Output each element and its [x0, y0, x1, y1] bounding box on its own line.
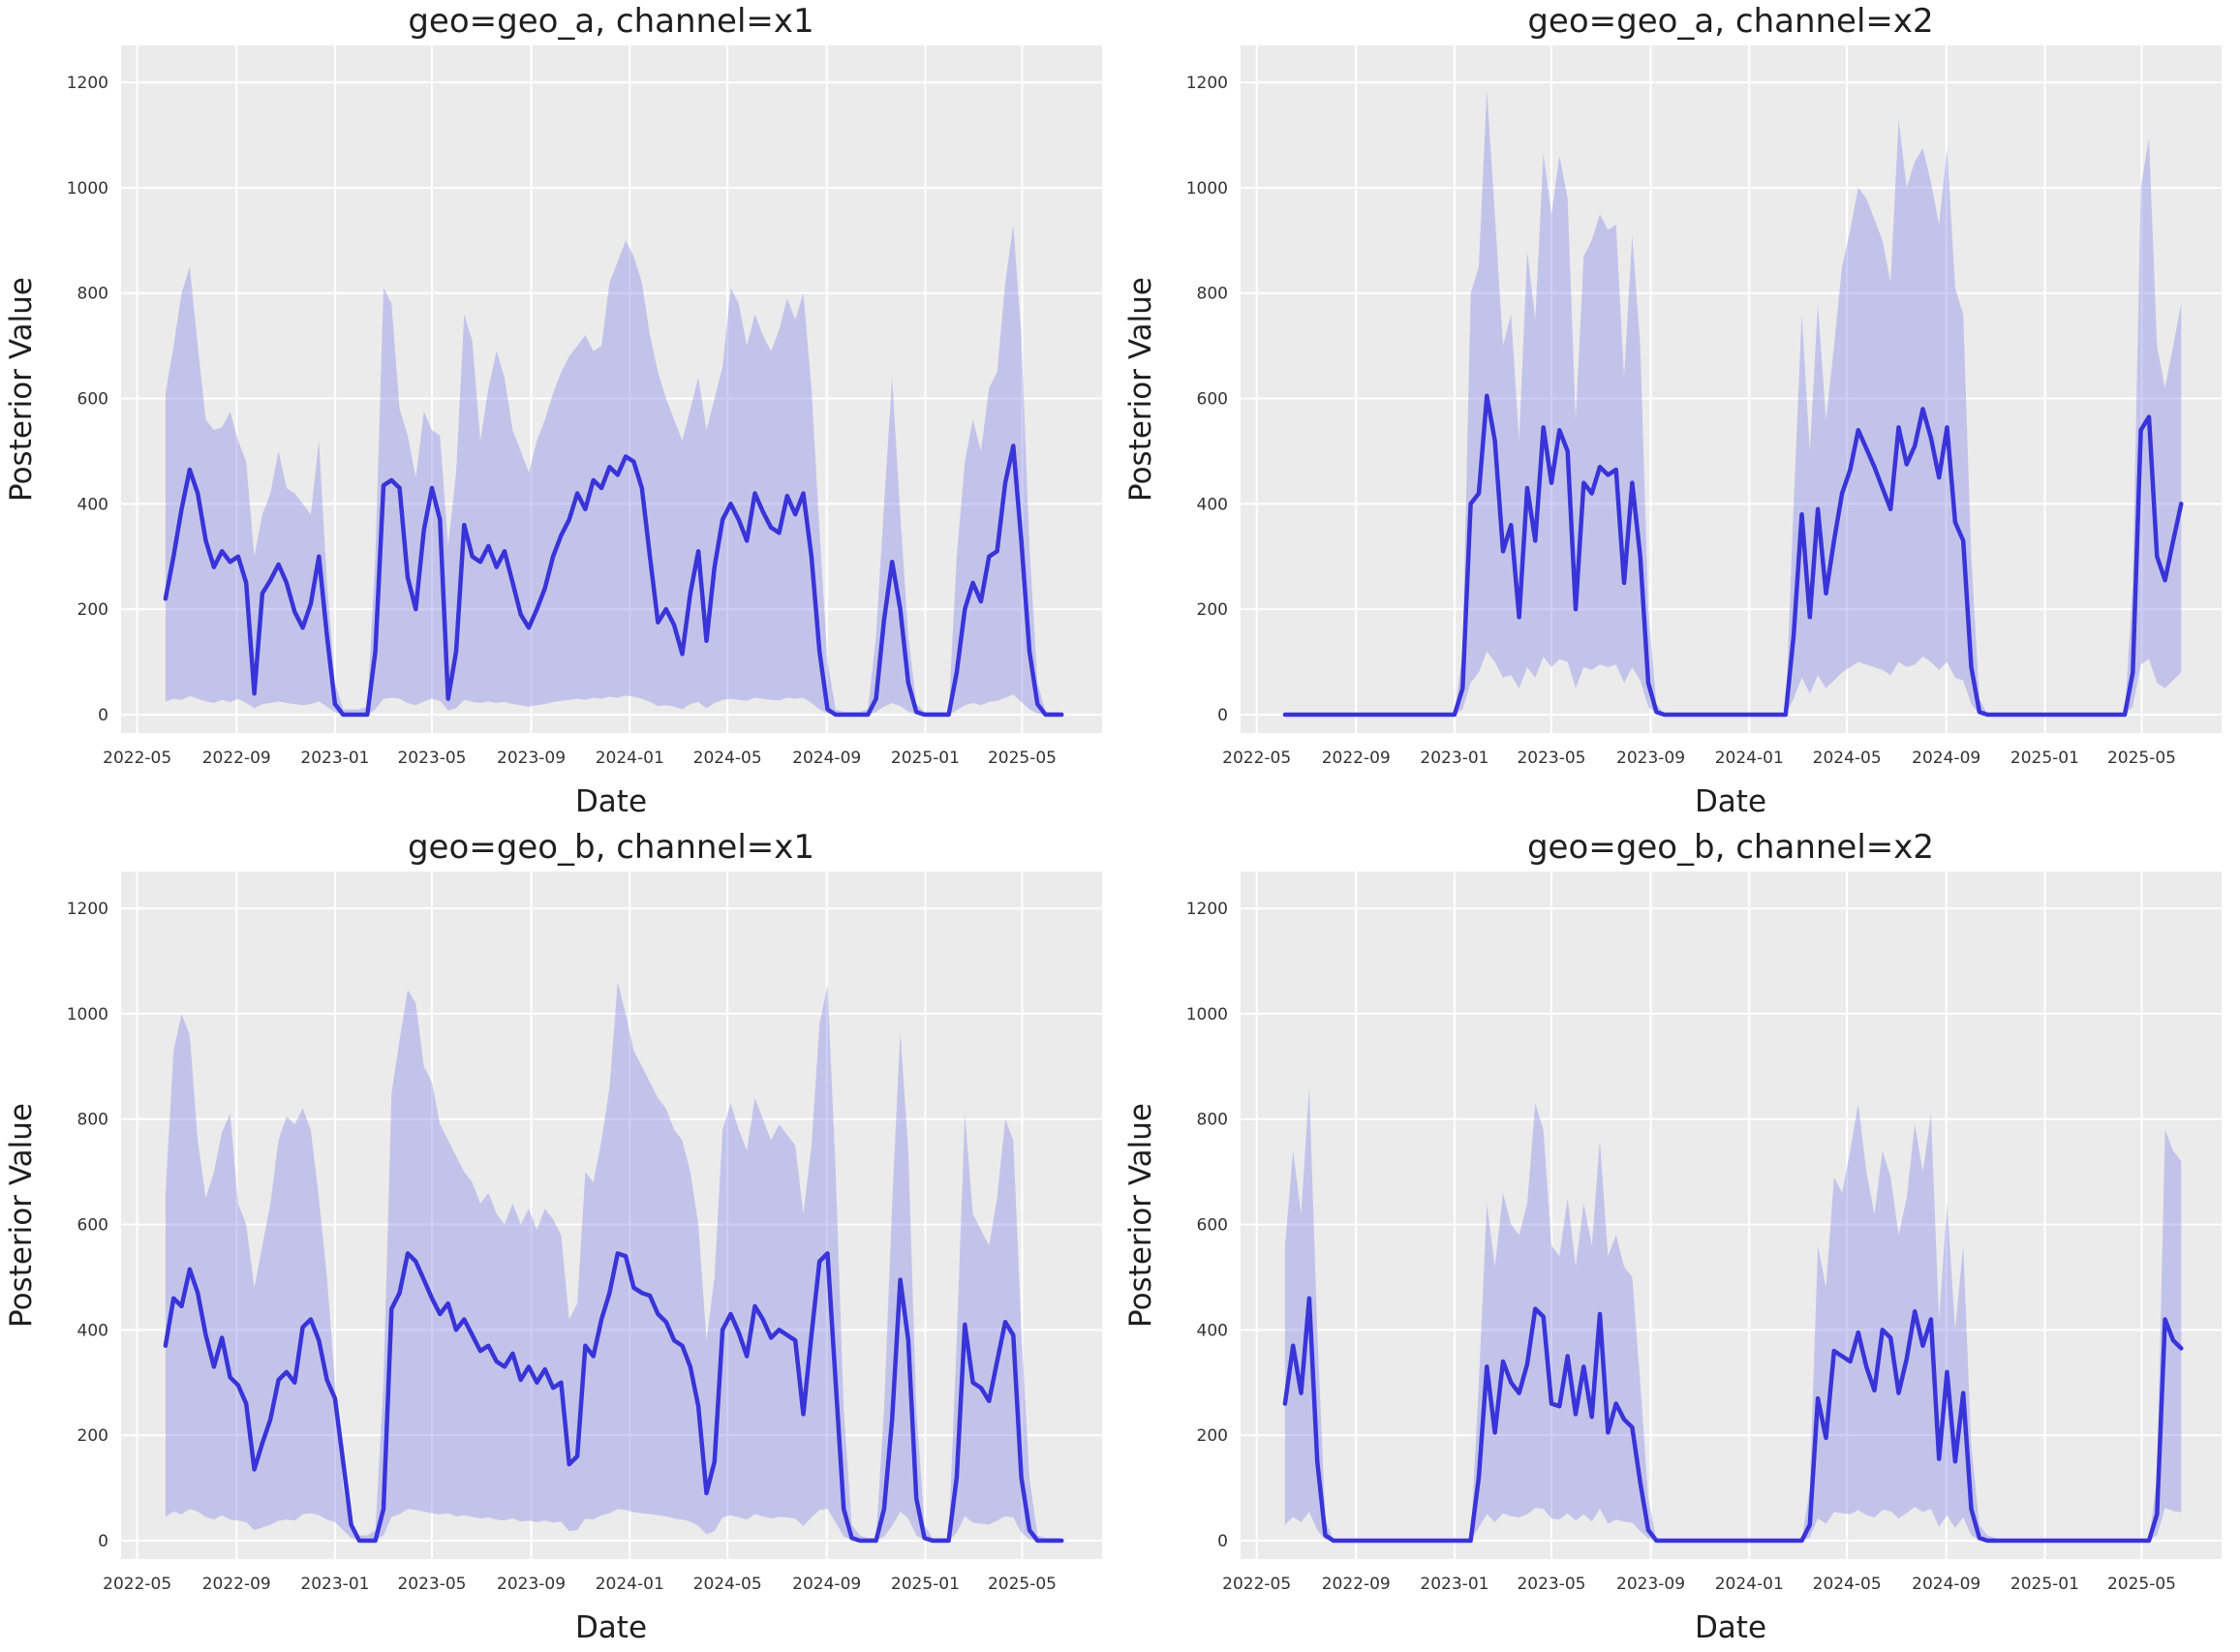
y-axis-label: Posterior Value: [4, 277, 39, 502]
y-tick-label: 1200: [67, 74, 108, 93]
chart-svg-geo-b-x1: 0 200 400 600 800 1000 1200 2022-05 2022-09 2023-…: [4, 828, 1102, 1645]
y-tick-label: 400: [77, 495, 108, 514]
y-tick-label: 800: [1197, 1111, 1228, 1130]
subplot-geo-b-x1: 0 200 400 600 800 1000 1200 2022-05 2022-09 2023-…: [0, 826, 1120, 1652]
y-tick-label: 1000: [67, 1005, 108, 1025]
x-tick-label: 2025-05: [988, 1575, 1057, 1594]
x-tick-label: 2024-05: [1813, 749, 1882, 768]
x-tick-label: 2024-09: [1912, 749, 1980, 768]
x-tick-label: 2022-05: [1222, 1575, 1291, 1594]
x-axis-label: Date: [575, 784, 647, 819]
x-tick-label: 2023-05: [1517, 1575, 1585, 1594]
chart-svg-geo-a-x1: 0 200 400 600 800 1000 1200 2022-05 2022-09 2023-…: [4, 2, 1102, 819]
subplot-title: geo=geo_a, channel=x2: [1527, 2, 1933, 41]
x-tick-label: 2023-05: [1517, 749, 1585, 768]
x-tick-label: 2024-05: [1813, 1575, 1882, 1594]
y-tick-label: 600: [77, 390, 108, 410]
x-tick-label: 2022-09: [202, 1575, 271, 1594]
y-tick-label: 800: [77, 285, 108, 304]
x-axis-label: Date: [575, 1610, 647, 1645]
y-tick-label: 200: [1197, 600, 1228, 620]
x-tick-label: 2024-05: [693, 1575, 762, 1594]
x-tick-label: 2023-01: [300, 1575, 369, 1594]
y-tick-label: 600: [1197, 1216, 1228, 1236]
x-tick-label: 2025-01: [891, 1575, 960, 1594]
x-tick-label: 2024-09: [792, 749, 861, 768]
y-axis-label: Posterior Value: [4, 1103, 39, 1328]
y-tick-label: 0: [98, 1532, 108, 1551]
y-tick-label: 600: [1197, 390, 1228, 410]
subplot-title: geo=geo_b, channel=x2: [1527, 828, 1934, 867]
subplot-title: geo=geo_a, channel=x1: [408, 2, 813, 41]
x-tick-label: 2025-01: [2010, 1575, 2079, 1594]
x-tick-label: 2023-01: [1420, 749, 1488, 768]
x-tick-label: 2025-01: [891, 749, 960, 768]
y-tick-label: 200: [77, 600, 108, 620]
y-tick-label: 400: [77, 1321, 108, 1340]
y-tick-label: 0: [1217, 1532, 1228, 1551]
chart-svg-geo-b-x2: 0 200 400 600 800 1000 1200 2022-05 2022-09 2023-…: [1123, 828, 2222, 1645]
x-tick-label: 2022-05: [103, 1575, 171, 1594]
x-tick-label: 2022-09: [1322, 749, 1391, 768]
subplot-geo-b-x2: 0 200 400 600 800 1000 1200 2022-05 2022-09 2023-…: [1120, 826, 2240, 1652]
y-tick-label: 200: [77, 1426, 108, 1446]
y-tick-label: 1000: [67, 179, 108, 199]
x-tick-label: 2025-01: [2010, 749, 2079, 768]
x-tick-label: 2024-01: [1715, 749, 1784, 768]
y-tick-label: 1000: [1186, 179, 1228, 199]
x-tick-label: 2025-05: [988, 749, 1057, 768]
median-line: [163, 444, 1064, 718]
y-tick-label: 600: [77, 1216, 108, 1236]
x-tick-label: 2023-05: [397, 749, 466, 768]
x-tick-label: 2024-09: [792, 1575, 861, 1594]
y-tick-label: 1200: [67, 900, 108, 919]
x-tick-label: 2023-05: [397, 1575, 466, 1594]
x-tick-label: 2022-09: [202, 749, 271, 768]
x-tick-label: 2024-09: [1912, 1575, 1980, 1594]
y-tick-label: 800: [77, 1111, 108, 1130]
y-tick-label: 0: [1217, 706, 1228, 725]
y-axis-label: Posterior Value: [1123, 277, 1158, 502]
x-tick-label: 2023-09: [497, 1575, 566, 1594]
x-tick-label: 2023-09: [1616, 749, 1685, 768]
plot-area: [1241, 46, 2222, 733]
median-line: [1282, 393, 2184, 718]
uncertainty-band: [1284, 90, 2182, 715]
x-tick-label: 2022-05: [103, 749, 171, 768]
subplot-geo-a-x2: 0 200 400 600 800 1000 1200 2022-05 2022-09 2023-…: [1120, 0, 2240, 826]
y-axis-label: Posterior Value: [1123, 1103, 1158, 1328]
x-tick-label: 2025-05: [2107, 749, 2176, 768]
plot-area: [121, 46, 1102, 733]
x-tick-label: 2023-09: [497, 749, 566, 768]
median-line: [163, 1251, 1064, 1544]
y-tick-label: 200: [1197, 1426, 1228, 1446]
y-tick-label: 400: [1197, 495, 1228, 514]
chart-svg-geo-a-x2: 0 200 400 600 800 1000 1200 2022-05 2022-09 2023-…: [1123, 2, 2222, 819]
y-tick-label: 0: [98, 706, 108, 725]
x-tick-label: 2024-05: [693, 749, 762, 768]
plot-area: [1241, 872, 2222, 1559]
y-tick-label: 1200: [1186, 74, 1228, 93]
x-tick-label: 2023-01: [300, 749, 369, 768]
x-axis-label: Date: [1695, 784, 1766, 819]
y-tick-label: 800: [1197, 285, 1228, 304]
plot-area: [121, 872, 1102, 1559]
x-tick-label: 2022-05: [1222, 749, 1291, 768]
y-tick-label: 400: [1197, 1321, 1228, 1340]
x-tick-label: 2023-01: [1420, 1575, 1488, 1594]
y-tick-label: 1000: [1186, 1005, 1228, 1025]
median-line: [1282, 1296, 2184, 1544]
x-tick-label: 2024-01: [1715, 1575, 1784, 1594]
x-tick-label: 2023-09: [1616, 1575, 1685, 1594]
x-axis-label: Date: [1695, 1610, 1766, 1645]
subplot-geo-a-x1: 0 200 400 600 800 1000 1200 2022-05 2022-09 2023-…: [0, 0, 1120, 826]
x-tick-label: 2025-05: [2107, 1575, 2176, 1594]
x-tick-label: 2022-09: [1322, 1575, 1391, 1594]
x-tick-label: 2024-01: [596, 1575, 664, 1594]
x-tick-label: 2024-01: [596, 749, 664, 768]
y-tick-label: 1200: [1186, 900, 1228, 919]
subplot-title: geo=geo_b, channel=x1: [408, 828, 814, 867]
